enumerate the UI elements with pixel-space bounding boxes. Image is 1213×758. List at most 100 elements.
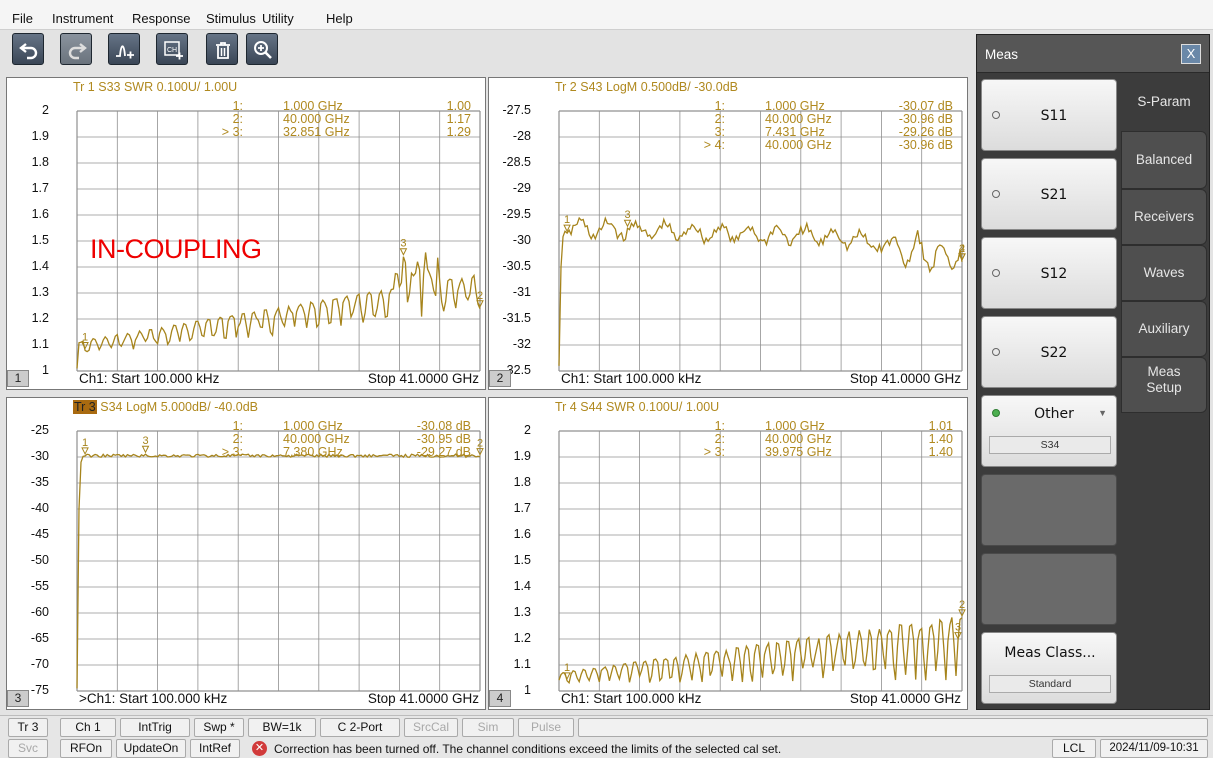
marker-triangle (399, 248, 408, 256)
start-frequency[interactable]: Ch1: Start 100.000 kHz (561, 691, 702, 706)
menu-response[interactable]: Response (132, 11, 191, 26)
delete-button[interactable] (206, 33, 238, 65)
menu-instrument[interactable]: Instrument (52, 11, 114, 26)
marker-freq: 40.000 GHz (765, 432, 832, 446)
y-tick-label: 1.4 (31, 259, 49, 273)
close-icon[interactable]: X (1181, 44, 1201, 64)
tab-meas-setup[interactable]: Meas Setup (1121, 357, 1207, 413)
trace-id[interactable]: Tr 4 (555, 400, 577, 414)
meas-class-button[interactable]: Meas Class... Standard (981, 632, 1117, 704)
menu-help[interactable]: Help (326, 11, 353, 26)
status-channel[interactable]: Ch 1 (60, 718, 116, 737)
status-cal[interactable]: C 2-Port (320, 718, 400, 737)
marker-readout: > 3: 7.380 GHz -29.27 dB (7, 445, 477, 459)
trace-window-4[interactable]: 1 2 3 Tr 4 S44 SWR 0.100U/ 1.00U 2 1.9 1.8 1.7 1… (488, 397, 968, 710)
stop-frequency[interactable]: Stop 41.0000 GHz (367, 371, 479, 386)
status-rfon[interactable]: RFOn (60, 739, 112, 758)
marker-id: 2: (714, 432, 725, 446)
menu-file[interactable]: File (12, 11, 33, 26)
marker-freq: 32.851 GHz (283, 125, 350, 139)
tab-waves[interactable]: Waves (1121, 245, 1207, 301)
trace-format: S34 LogM 5.000dB/ -40.0dB (96, 400, 258, 414)
start-frequency[interactable]: Ch1: Start 100.000 kHz (561, 371, 702, 386)
status-pulse[interactable]: Pulse (518, 718, 574, 737)
radio-icon (992, 348, 1000, 356)
marker-value: -30.95 dB (416, 432, 471, 446)
status-bandwidth[interactable]: BW=1k (248, 718, 316, 737)
status-updateon[interactable]: UpdateOn (116, 739, 186, 758)
marker-freq: 40.000 GHz (283, 432, 350, 446)
trace-title[interactable]: Tr 4 S44 SWR 0.100U/ 1.00U (555, 400, 719, 414)
marker-value: -29.27 dB (416, 445, 471, 459)
window-number[interactable]: 1 (7, 370, 29, 387)
marker-number: 2 (959, 599, 965, 611)
window-number[interactable]: 2 (489, 370, 511, 387)
tab-s-param[interactable]: S-Param (1121, 75, 1207, 131)
plot-area[interactable]: 1 2 3 (7, 398, 487, 711)
undo-button[interactable] (12, 33, 44, 65)
y-tick-label: -60 (30, 605, 49, 619)
radio-selected-icon (992, 409, 1000, 417)
tab-balanced[interactable]: Balanced (1121, 131, 1207, 189)
marker-id: 2: (232, 112, 243, 126)
plot-area[interactable]: 1 2 3 (489, 398, 969, 711)
status-sweep[interactable]: Swp * (194, 718, 244, 737)
channel-footer: 4 Ch1: Start 100.000 kHz Stop 41.0000 GHz (489, 689, 967, 709)
trace-window-2[interactable]: 1 2 3 4 Tr 2 S43 LogM 0.500dB/ -30.0dB -27.5 -… (488, 77, 968, 390)
marker-readout: 1: 1.000 GHz 1.00 (7, 99, 477, 113)
marker-freq: 1.000 GHz (765, 419, 825, 433)
stop-frequency[interactable]: Stop 41.0000 GHz (367, 691, 479, 706)
trace-id[interactable]: Tr 3 (73, 400, 97, 414)
other-button[interactable]: Other ▼ S34 (981, 395, 1117, 467)
y-tick-label: -30 (512, 233, 531, 247)
y-tick-label: 1.6 (513, 527, 531, 541)
tab-auxiliary[interactable]: Auxiliary (1121, 301, 1207, 357)
marker-id: > 3: (221, 445, 243, 459)
y-tick-label: 1.9 (31, 129, 49, 143)
tab-receivers[interactable]: Receivers (1121, 189, 1207, 245)
trace-window-3[interactable]: 1 2 3 Tr 3 S34 LogM 5.000dB/ -40.0dB -25 -30 -… (6, 397, 486, 710)
start-frequency[interactable]: >Ch1: Start 100.000 kHz (79, 691, 228, 706)
stop-frequency[interactable]: Stop 41.0000 GHz (849, 371, 961, 386)
status-sim[interactable]: Sim (462, 718, 514, 737)
start-frequency[interactable]: Ch1: Start 100.000 kHz (79, 371, 220, 386)
s12-button[interactable]: S12 (981, 237, 1117, 309)
trace-window-1[interactable]: 1 2 3 Tr 1 S33 SWR 0.100U/ 1.00U 2 1.9 1.8 1.7 1… (6, 77, 486, 390)
meas-panel: Meas X S11 S21 S12 S22 Other ▼ S34 Meas … (976, 34, 1210, 710)
window-number[interactable]: 3 (7, 690, 29, 707)
status-trigger[interactable]: IntTrig (120, 718, 190, 737)
plot-area[interactable]: 1 2 3 4 (489, 78, 969, 391)
y-tick-label: -28.5 (502, 155, 532, 169)
s21-button[interactable]: S21 (981, 158, 1117, 230)
trash-icon (216, 42, 230, 59)
add-trace-button[interactable] (108, 33, 140, 65)
marker-readout: > 4: 40.000 GHz -30.96 dB (489, 138, 959, 152)
status-trace[interactable]: Tr 3 (8, 718, 48, 737)
marker-id: 2: (714, 112, 725, 126)
channel-footer: 1 Ch1: Start 100.000 kHz Stop 41.0000 GHz (7, 369, 485, 389)
zoom-button[interactable] (246, 33, 278, 65)
y-tick-label: -45 (30, 527, 49, 541)
s22-button[interactable]: S22 (981, 316, 1117, 388)
s11-button[interactable]: S11 (981, 79, 1117, 151)
y-tick-label: -28 (512, 129, 531, 143)
trace-title[interactable]: Tr 1 S33 SWR 0.100U/ 1.00U (73, 80, 237, 94)
trace-id[interactable]: Tr 1 (73, 80, 95, 94)
window-number[interactable]: 4 (489, 690, 511, 707)
status-bar: Tr 3 Ch 1 IntTrig Swp * BW=1k C 2-Port S… (0, 715, 1213, 758)
menu-stimulus[interactable]: Stimulus (206, 11, 256, 26)
status-intref[interactable]: IntRef (190, 739, 240, 758)
add-channel-button[interactable]: CH (156, 33, 188, 65)
trace-title[interactable]: Tr 2 S43 LogM 0.500dB/ -30.0dB (555, 80, 738, 94)
stop-frequency[interactable]: Stop 41.0000 GHz (849, 691, 961, 706)
trace-title[interactable]: Tr 3 S34 LogM 5.000dB/ -40.0dB (73, 400, 258, 414)
trace-id[interactable]: Tr 2 (555, 80, 577, 94)
status-srccal[interactable]: SrcCal (404, 718, 458, 737)
marker-number: 2 (477, 290, 483, 302)
y-tick-label: -75 (30, 683, 49, 697)
marker-readout: 2: 40.000 GHz 1.40 (489, 432, 959, 446)
y-tick-label: -30 (30, 449, 49, 463)
menu-utility[interactable]: Utility (262, 11, 294, 26)
plot-area[interactable]: 1 2 3 (7, 78, 487, 391)
redo-button[interactable] (60, 33, 92, 65)
